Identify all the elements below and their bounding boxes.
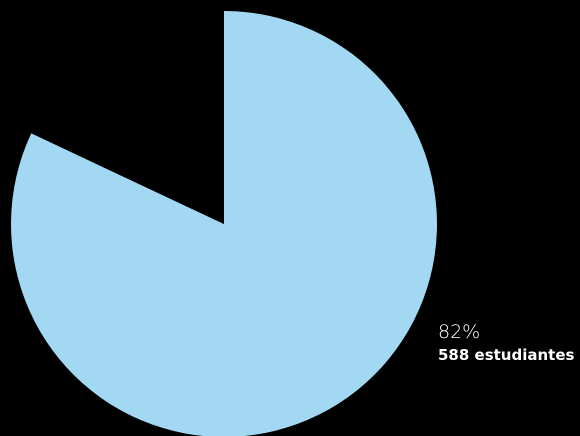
slice-count-label: 588 estudiantes bbox=[438, 346, 575, 364]
slice-label-main: 82% 588 estudiantes bbox=[438, 320, 574, 366]
slice-percent-label: 82% bbox=[438, 321, 481, 343]
pie-slice-0 bbox=[11, 11, 437, 436]
pie-slice-1 bbox=[31, 10, 224, 224]
